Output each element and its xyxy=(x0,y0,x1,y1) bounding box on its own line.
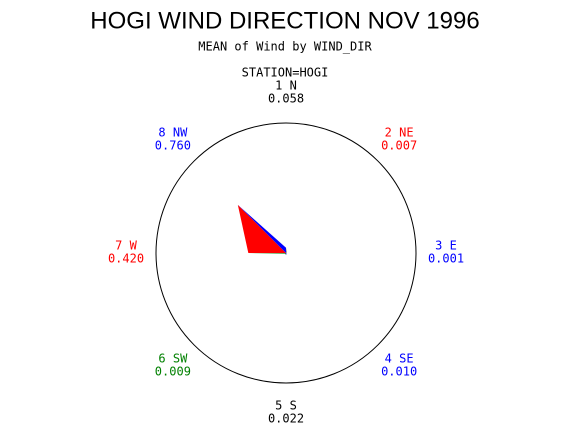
value-label: 0.010 xyxy=(381,365,417,379)
value-label: 0.022 xyxy=(268,412,304,426)
star-wedge xyxy=(237,204,286,253)
direction-label: 5 S xyxy=(275,399,297,413)
star-wedge xyxy=(286,253,287,255)
chart-subtitle: MEAN of Wind by WIND_DIR xyxy=(198,40,372,54)
direction-label: 3 E xyxy=(435,239,457,253)
direction-label: 6 SW xyxy=(158,352,188,366)
outline-circle xyxy=(155,122,417,384)
value-label: 0.007 xyxy=(381,138,417,152)
direction-label: 2 NE xyxy=(385,125,414,139)
direction-label: 8 NW xyxy=(158,125,188,139)
value-label: 0.058 xyxy=(268,92,304,106)
chart-title: HOGI WIND DIRECTION NOV 1996 xyxy=(90,7,479,34)
direction-label: 1 N xyxy=(275,79,297,93)
value-label: 0.420 xyxy=(108,252,144,266)
value-label: 0.009 xyxy=(155,365,191,379)
star-wedge xyxy=(248,253,286,254)
direction-label: 4 SE xyxy=(385,352,414,366)
star-wedge xyxy=(286,253,287,254)
station-label: STATION=HOGI xyxy=(242,66,329,80)
star-wedge xyxy=(285,253,286,255)
value-label: 0.001 xyxy=(428,252,464,266)
value-label: 0.760 xyxy=(155,138,191,152)
direction-label: 7 W xyxy=(115,239,137,253)
